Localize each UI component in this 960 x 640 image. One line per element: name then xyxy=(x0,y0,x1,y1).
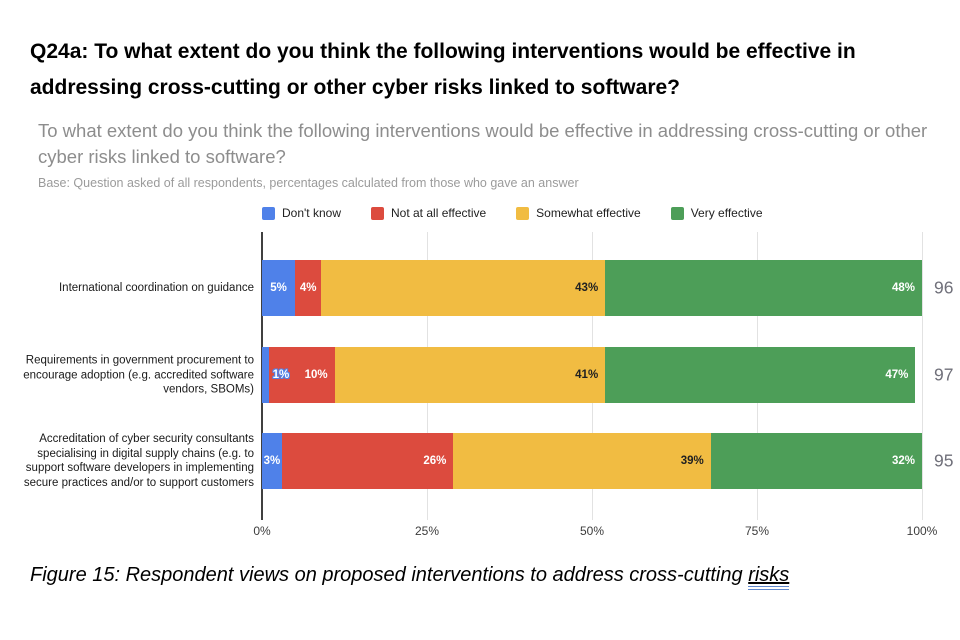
bar-total: 95 xyxy=(934,450,954,471)
page-title: Q24a: To what extent do you think the fo… xyxy=(30,40,856,99)
bar-segment: 4% xyxy=(295,260,322,316)
bar-segment: 41% xyxy=(334,347,606,403)
x-axis-label: 25% xyxy=(414,524,440,538)
bar-segment-label: 10% xyxy=(304,369,328,381)
legend-swatch xyxy=(516,206,530,220)
bar-segment-label: 5% xyxy=(270,282,287,294)
bar-segment: 48% xyxy=(605,260,922,316)
bar-row: 3% 26% 39% 32% xyxy=(262,433,922,489)
figure-caption: Figure 15: Respondent views on proposed … xyxy=(30,564,790,590)
bar-segment: 47% xyxy=(605,347,916,403)
chart-base-note: Base: Question asked of all respondents,… xyxy=(38,176,579,190)
x-axis-label: 0% xyxy=(253,524,271,538)
category-label: Requirements in government procurement t… xyxy=(23,354,254,396)
bar-segment: 39% xyxy=(453,433,711,489)
x-axis-label: 50% xyxy=(579,524,605,538)
chart-legend: Don't know Not at all effective Somewhat e… xyxy=(262,206,763,220)
legend-swatch xyxy=(670,206,684,220)
chart-plot: 0% 25% 50% 75% 100% 5% 4% 43% 48% International c… xyxy=(23,232,953,538)
bar-segment: 32% xyxy=(710,433,922,489)
bar-total: 96 xyxy=(934,277,954,298)
legend-item: Somewhat effective xyxy=(516,206,641,220)
bar-segment-label: 39% xyxy=(680,455,704,467)
figure-caption-text: Figure 15: Respondent views on proposed … xyxy=(30,564,749,586)
legend-swatch xyxy=(371,206,384,220)
category-label: Accreditation of cyber security consulta… xyxy=(23,433,254,489)
bar-segment-label: 3% xyxy=(263,455,281,467)
bar-segment-label: 43% xyxy=(575,282,599,294)
bar-row: 1% 10% 41% 47% xyxy=(262,347,922,403)
bar-segment-label: 32% xyxy=(891,455,915,467)
legend-item: Don't know xyxy=(262,206,341,220)
category-label: International coordination on guidance xyxy=(58,281,254,294)
bar-segment: 3% xyxy=(262,433,282,489)
bar-segment-label: 47% xyxy=(885,369,909,381)
bar-row: 5% 4% 43% 48% xyxy=(262,260,922,316)
bar-segment: 5% xyxy=(262,260,295,316)
legend-item: Not at all effective xyxy=(371,206,486,220)
legend-label: Very effective xyxy=(690,206,763,220)
bar-segment: 10% xyxy=(268,347,335,403)
gridline xyxy=(922,232,923,520)
chart-subtitle: To what extent do you think the followin… xyxy=(38,120,928,167)
bar-segment-label: 26% xyxy=(423,455,447,467)
caption-underlined-text[interactable]: risks xyxy=(748,564,790,590)
bar-segment: 43% xyxy=(321,260,606,316)
legend-item: Very effective xyxy=(670,206,763,220)
x-axis-label: 100% xyxy=(906,524,938,538)
legend-label: Don't know xyxy=(282,206,341,220)
bar-segment xyxy=(262,347,269,403)
bar-total: 97 xyxy=(934,364,954,385)
bar-segment-label: 48% xyxy=(891,282,915,294)
bar-segment-label: 41% xyxy=(575,369,599,381)
legend-swatch xyxy=(262,206,275,220)
bar-segment-label: 1% xyxy=(272,369,290,381)
legend-label: Somewhat effective xyxy=(536,206,641,220)
bar-segment-label: 4% xyxy=(299,282,317,294)
x-axis-label: 75% xyxy=(744,524,770,538)
legend-label: Not at all effective xyxy=(391,206,487,220)
bar-segment: 26% xyxy=(281,433,454,489)
